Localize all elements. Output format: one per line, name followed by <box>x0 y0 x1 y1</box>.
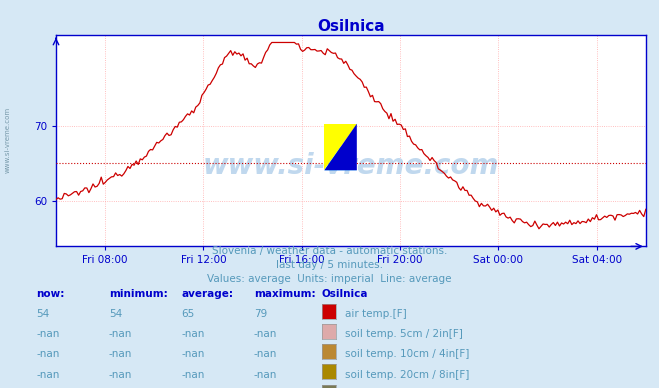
Text: -nan: -nan <box>109 349 132 359</box>
Text: -nan: -nan <box>181 369 204 379</box>
Text: -nan: -nan <box>109 329 132 339</box>
Text: soil temp. 20cm / 8in[F]: soil temp. 20cm / 8in[F] <box>345 369 469 379</box>
Text: www.si-vreme.com: www.si-vreme.com <box>5 107 11 173</box>
Text: -nan: -nan <box>254 369 277 379</box>
Text: average:: average: <box>181 289 233 299</box>
Text: 79: 79 <box>254 309 267 319</box>
Text: minimum:: minimum: <box>109 289 167 299</box>
Text: -nan: -nan <box>36 369 59 379</box>
Text: last day / 5 minutes.: last day / 5 minutes. <box>276 260 383 270</box>
Text: www.si-vreme.com: www.si-vreme.com <box>203 152 499 180</box>
Text: air temp.[F]: air temp.[F] <box>345 309 407 319</box>
Text: -nan: -nan <box>36 349 59 359</box>
Text: 54: 54 <box>109 309 122 319</box>
Text: Osilnica: Osilnica <box>322 289 368 299</box>
Text: Values: average  Units: imperial  Line: average: Values: average Units: imperial Line: av… <box>207 274 452 284</box>
Text: Slovenia / weather data - automatic stations.: Slovenia / weather data - automatic stat… <box>212 246 447 256</box>
Text: soil temp. 5cm / 2in[F]: soil temp. 5cm / 2in[F] <box>345 329 463 339</box>
Text: -nan: -nan <box>181 329 204 339</box>
Text: 65: 65 <box>181 309 194 319</box>
Title: Osilnica: Osilnica <box>317 19 385 34</box>
Text: maximum:: maximum: <box>254 289 316 299</box>
Text: -nan: -nan <box>181 349 204 359</box>
Text: -nan: -nan <box>109 369 132 379</box>
Text: -nan: -nan <box>36 329 59 339</box>
Text: now:: now: <box>36 289 65 299</box>
Text: soil temp. 10cm / 4in[F]: soil temp. 10cm / 4in[F] <box>345 349 469 359</box>
Text: 54: 54 <box>36 309 49 319</box>
Text: -nan: -nan <box>254 349 277 359</box>
Text: -nan: -nan <box>254 329 277 339</box>
